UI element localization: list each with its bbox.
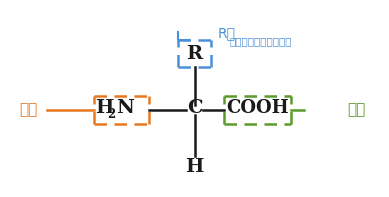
Text: 2: 2 bbox=[107, 108, 115, 121]
Text: N: N bbox=[117, 99, 135, 117]
Text: R基: R基 bbox=[217, 26, 235, 40]
Text: 羧基: 羧基 bbox=[348, 102, 366, 117]
Text: C: C bbox=[187, 99, 202, 117]
Text: （决定氨基酸的种类）: （决定氨基酸的种类） bbox=[230, 37, 292, 46]
Text: COOH: COOH bbox=[226, 99, 289, 117]
Text: H: H bbox=[95, 99, 114, 117]
Text: R: R bbox=[186, 45, 203, 62]
Text: H: H bbox=[185, 158, 204, 176]
Text: 氨基: 氨基 bbox=[19, 102, 38, 117]
